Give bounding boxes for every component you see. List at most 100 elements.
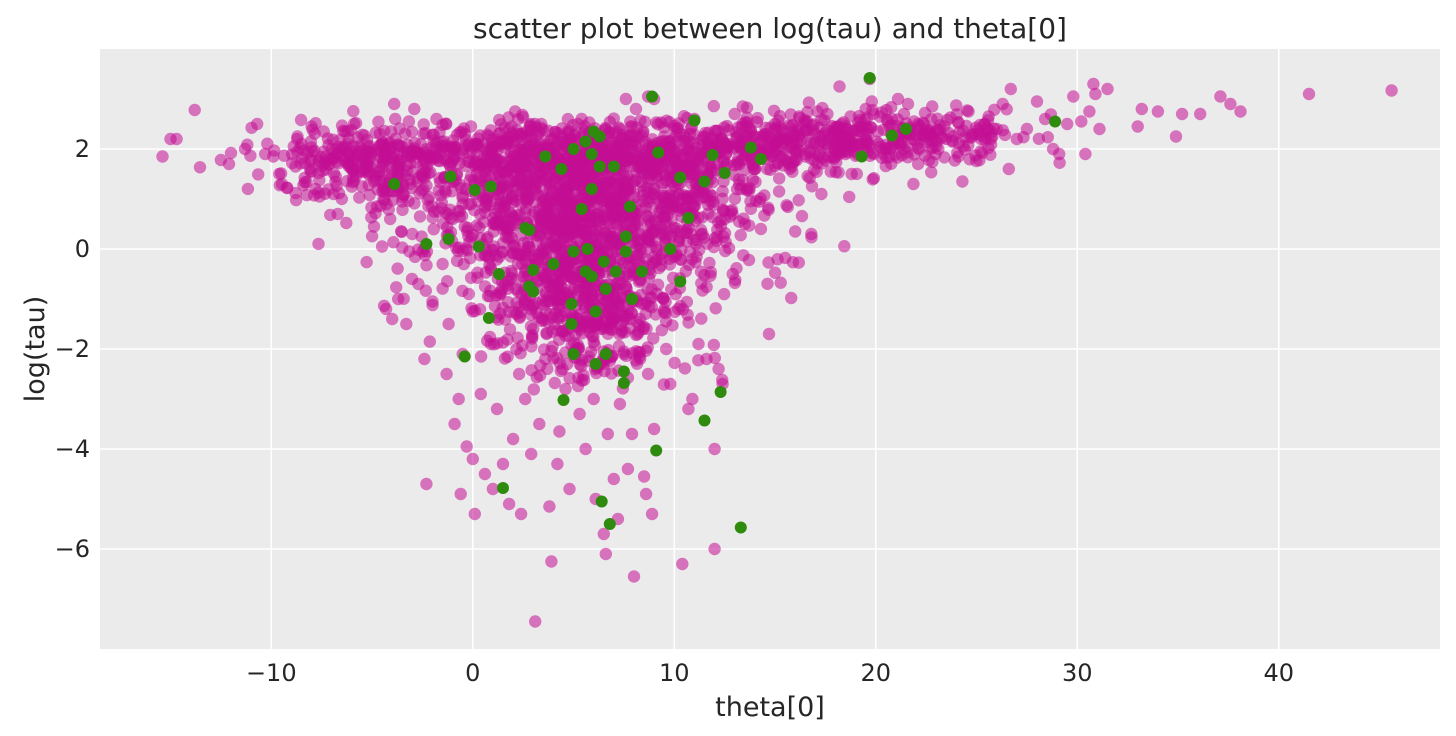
scatter-point-pink xyxy=(351,147,365,161)
scatter-point-pink xyxy=(575,374,589,387)
scatter-point-pink xyxy=(514,347,527,360)
scatter-point-pink xyxy=(474,387,487,401)
scatter-point-pink xyxy=(649,216,663,229)
scatter-point-pink xyxy=(734,182,747,196)
scatter-point-pink xyxy=(587,335,600,349)
scatter-point-pink xyxy=(460,440,473,453)
scatter-point-pink xyxy=(841,146,854,159)
scatter-point-pink xyxy=(666,319,679,332)
scatter-point-pink xyxy=(605,317,618,331)
scatter-point-pink xyxy=(678,192,691,206)
scatter-point-green xyxy=(527,285,540,298)
scatter-point-pink xyxy=(652,157,665,171)
scatter-point-green xyxy=(754,153,767,165)
scatter-point-pink xyxy=(901,97,915,111)
scatter-point-green xyxy=(855,150,868,163)
scatter-point-pink xyxy=(688,137,701,150)
scatter-point-pink xyxy=(379,302,393,316)
scatter-point-pink xyxy=(938,120,951,133)
scatter-point-green xyxy=(619,245,632,258)
scatter-point-green xyxy=(619,230,632,243)
scatter-point-pink xyxy=(519,392,532,406)
scatter-point-pink xyxy=(509,194,523,207)
scatter-point-pink xyxy=(347,105,360,118)
scatter-point-pink xyxy=(1385,84,1398,97)
scatter-point-pink xyxy=(373,145,387,158)
scatter-point-pink xyxy=(716,203,730,216)
scatter-point-pink xyxy=(722,241,736,255)
scatter-point-pink xyxy=(550,291,563,304)
scatter-point-pink xyxy=(251,117,264,131)
scatter-point-green xyxy=(539,150,552,163)
scatter-point-pink xyxy=(1079,147,1092,161)
y-tick-label: 2 xyxy=(75,135,90,163)
scatter-point-green xyxy=(734,521,747,534)
scatter-point-pink xyxy=(511,285,525,298)
scatter-point-pink xyxy=(503,163,516,176)
scatter-point-pink xyxy=(839,131,853,144)
scatter-point-green xyxy=(472,240,485,253)
scatter-point-pink xyxy=(696,227,709,241)
scatter-point-pink xyxy=(514,507,528,521)
scatter-point-pink xyxy=(744,125,758,138)
scatter-point-pink xyxy=(722,137,735,151)
scatter-point-pink xyxy=(294,113,308,127)
scatter-point-pink xyxy=(535,312,548,325)
scatter-point-pink xyxy=(687,192,700,205)
scatter-point-pink xyxy=(448,417,461,431)
scatter-point-green xyxy=(575,203,588,215)
scatter-point-pink xyxy=(866,173,879,186)
scatter-point-green xyxy=(698,175,711,188)
scatter-point-pink xyxy=(704,266,718,279)
scatter-point-pink xyxy=(554,364,567,378)
scatter-point-pink xyxy=(668,122,681,136)
scatter-point-pink xyxy=(408,102,421,116)
scatter-point-pink xyxy=(540,326,553,340)
scatter-point-green xyxy=(497,482,509,494)
scatter-point-pink xyxy=(597,527,610,541)
scatter-point-pink xyxy=(374,199,387,212)
scatter-point-pink xyxy=(726,267,739,281)
scatter-point-pink xyxy=(539,352,552,366)
scatter-point-pink xyxy=(319,163,333,176)
scatter-point-pink xyxy=(607,112,620,125)
scatter-point-pink xyxy=(340,216,353,230)
scatter-point-pink xyxy=(809,127,822,141)
scatter-point-pink xyxy=(489,248,502,262)
scatter-point-pink xyxy=(634,352,647,365)
x-tick-label: 0 xyxy=(465,659,480,687)
scatter-point-pink xyxy=(557,172,570,186)
scatter-point-pink xyxy=(935,132,948,145)
scatter-point-pink xyxy=(322,183,335,196)
scatter-point-pink xyxy=(968,127,981,141)
scatter-point-pink xyxy=(489,156,503,169)
scatter-point-pink xyxy=(409,146,422,159)
scatter-point-pink xyxy=(617,347,631,361)
scatter-point-pink xyxy=(718,212,731,226)
scatter-point-pink xyxy=(732,173,746,186)
scatter-point-pink xyxy=(639,487,653,501)
scatter-point-green xyxy=(585,270,598,283)
scatter-point-pink xyxy=(1131,120,1144,133)
scatter-point-pink xyxy=(400,317,413,331)
scatter-point-pink xyxy=(573,407,586,421)
scatter-point-pink xyxy=(527,322,540,336)
scatter-point-green xyxy=(458,350,471,363)
scatter-point-pink xyxy=(1010,132,1023,146)
scatter-point-pink xyxy=(708,232,721,245)
scatter-point-pink xyxy=(353,191,366,204)
scatter-point-pink xyxy=(554,145,567,158)
scatter-point-green xyxy=(714,386,727,398)
scatter-point-pink xyxy=(761,162,774,176)
scatter-point-pink xyxy=(612,296,625,309)
scatter-point-pink xyxy=(549,230,563,244)
scatter-point-pink xyxy=(535,117,548,131)
scatter-point-pink xyxy=(498,277,512,291)
scatter-point-pink xyxy=(445,156,458,169)
scatter-point-pink xyxy=(436,257,449,271)
scatter-point-pink xyxy=(789,144,803,157)
scatter-point-green xyxy=(617,365,630,378)
scatter-point-pink xyxy=(1151,105,1165,118)
scatter-point-green xyxy=(589,305,602,318)
scatter-point-green xyxy=(1049,115,1062,128)
